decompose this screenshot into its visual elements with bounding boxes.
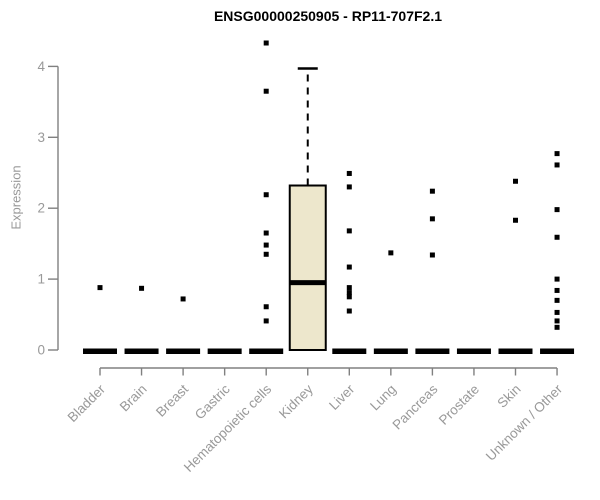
x-tick-label-pancreas: Pancreas bbox=[390, 381, 441, 432]
outlier-point bbox=[263, 88, 269, 94]
outlier-point bbox=[180, 296, 186, 302]
outlier-point bbox=[554, 324, 560, 330]
box-kidney bbox=[288, 184, 327, 351]
zero-collapsed-box bbox=[498, 348, 533, 354]
x-tick-label-skin: Skin bbox=[494, 382, 523, 411]
outlier-point bbox=[346, 228, 352, 234]
x-tick-label-lung: Lung bbox=[367, 382, 399, 414]
outlier-point bbox=[346, 294, 352, 300]
outlier-point bbox=[388, 250, 394, 256]
zero-collapsed-box bbox=[415, 348, 450, 354]
outlier-point bbox=[554, 276, 560, 282]
zero-collapsed-box bbox=[166, 348, 201, 354]
y-tick-label: 4 bbox=[37, 59, 45, 74]
zero-collapsed-box bbox=[373, 348, 408, 354]
x-tick-label-breast: Breast bbox=[153, 381, 191, 419]
outlier-point bbox=[554, 207, 560, 213]
outlier-point bbox=[554, 287, 560, 293]
outlier-point bbox=[97, 285, 103, 291]
outlier-point bbox=[263, 304, 269, 310]
outlier-point bbox=[346, 308, 352, 314]
outlier-point bbox=[346, 184, 352, 190]
y-tick-label: 3 bbox=[37, 130, 45, 145]
outlier-point bbox=[346, 290, 352, 296]
x-tick-label-brain: Brain bbox=[117, 382, 150, 415]
zero-collapsed-box bbox=[207, 348, 242, 354]
outlier-point bbox=[554, 318, 560, 324]
outlier-point bbox=[554, 297, 560, 303]
x-tick-label-prostate: Prostate bbox=[436, 382, 482, 428]
x-tick-label-liver: Liver bbox=[326, 381, 358, 413]
outlier-point bbox=[554, 151, 560, 157]
median-line bbox=[289, 280, 326, 286]
x-tick-label-unknown-other: Unknown / Other bbox=[483, 381, 566, 464]
y-tick-label: 1 bbox=[37, 272, 45, 287]
outlier-point bbox=[263, 40, 269, 46]
zero-collapsed-box bbox=[249, 348, 284, 354]
outlier-point bbox=[554, 162, 560, 168]
outlier-point bbox=[263, 242, 269, 248]
zero-collapsed-box bbox=[332, 348, 367, 354]
outlier-point bbox=[263, 230, 269, 236]
chart-title: ENSG00000250905 - RP11-707F2.1 bbox=[213, 8, 443, 24]
outlier-point bbox=[346, 170, 352, 176]
zero-collapsed-box bbox=[124, 348, 159, 354]
x-tick-label-kidney: Kidney bbox=[276, 381, 316, 421]
y-tick-label: 2 bbox=[37, 201, 45, 216]
x-tick-label-gastric: Gastric bbox=[192, 381, 233, 422]
outlier-point bbox=[554, 234, 560, 240]
zero-collapsed-box bbox=[83, 348, 117, 354]
zero-collapsed-box bbox=[540, 348, 575, 354]
x-tick-label-bladder: Bladder bbox=[65, 381, 109, 425]
outlier-point bbox=[346, 264, 352, 270]
outlier-point bbox=[263, 251, 269, 257]
zero-collapsed-box bbox=[456, 348, 491, 354]
outlier-point bbox=[429, 216, 435, 222]
outlier-point bbox=[346, 285, 352, 291]
outlier-point bbox=[554, 309, 560, 315]
outlier-point bbox=[513, 178, 518, 184]
outlier-point bbox=[429, 252, 435, 258]
outlier-point bbox=[139, 285, 145, 291]
y-tick-label: 0 bbox=[37, 343, 45, 358]
outlier-point bbox=[429, 188, 435, 194]
outlier-point bbox=[263, 318, 269, 324]
outlier-point bbox=[263, 192, 269, 198]
outlier-point bbox=[513, 217, 518, 223]
